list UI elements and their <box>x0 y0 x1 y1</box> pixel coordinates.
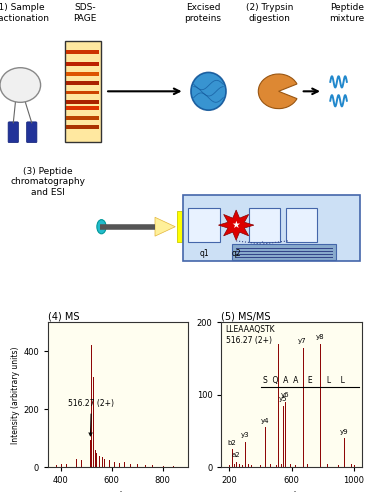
Circle shape <box>0 68 41 102</box>
Text: y6: y6 <box>281 393 289 399</box>
Wedge shape <box>258 74 297 109</box>
Text: y4: y4 <box>261 418 269 424</box>
Text: LLEAAAQSTK
516.27 (2+): LLEAAAQSTK 516.27 (2+) <box>225 325 275 344</box>
Text: y5: y5 <box>279 396 287 402</box>
Ellipse shape <box>97 219 106 234</box>
Text: S  Q  A  A    E      L    L: S Q A A E L L <box>263 376 345 385</box>
Polygon shape <box>218 210 254 240</box>
Bar <box>66 50 99 54</box>
Bar <box>66 72 99 76</box>
Text: (2) Trypsin
digestion: (2) Trypsin digestion <box>246 3 293 23</box>
Text: 516.27 (2+): 516.27 (2+) <box>68 400 114 436</box>
Polygon shape <box>155 217 175 236</box>
Bar <box>66 100 99 104</box>
Text: (1) Sample
fractionation: (1) Sample fractionation <box>0 3 49 23</box>
Text: (5) MS/MS: (5) MS/MS <box>221 311 271 321</box>
Bar <box>66 62 99 66</box>
Text: Excised
proteins: Excised proteins <box>184 3 221 23</box>
Bar <box>177 211 182 243</box>
Bar <box>286 208 317 243</box>
Text: ★: ★ <box>232 220 241 230</box>
X-axis label: m/z: m/z <box>283 491 300 492</box>
X-axis label: m/z: m/z <box>109 491 127 492</box>
Bar <box>188 208 220 243</box>
Y-axis label: Intensity (arbitrary units): Intensity (arbitrary units) <box>11 346 20 444</box>
Text: Peptide
mixture: Peptide mixture <box>329 3 365 23</box>
Bar <box>66 106 99 110</box>
Bar <box>232 244 336 260</box>
Text: y8: y8 <box>316 335 324 340</box>
Text: a2: a2 <box>232 452 240 458</box>
Bar <box>66 91 99 94</box>
Text: q2: q2 <box>231 249 241 258</box>
Bar <box>65 41 101 142</box>
FancyBboxPatch shape <box>8 122 18 143</box>
Bar <box>66 81 99 85</box>
Ellipse shape <box>191 72 226 110</box>
Text: (3) Peptide
chromatography
and ESI: (3) Peptide chromatography and ESI <box>10 167 86 197</box>
Text: b2: b2 <box>227 440 236 446</box>
Bar <box>66 125 99 129</box>
FancyBboxPatch shape <box>27 122 37 143</box>
Bar <box>66 116 99 120</box>
Bar <box>249 208 280 243</box>
Text: (4) MS: (4) MS <box>48 311 79 321</box>
Bar <box>183 195 360 261</box>
Text: SDS-
PAGE: SDS- PAGE <box>73 3 97 23</box>
Text: q1: q1 <box>199 249 209 258</box>
Text: y7: y7 <box>298 338 307 344</box>
Text: y3: y3 <box>241 432 249 438</box>
Text: y9: y9 <box>340 429 349 435</box>
